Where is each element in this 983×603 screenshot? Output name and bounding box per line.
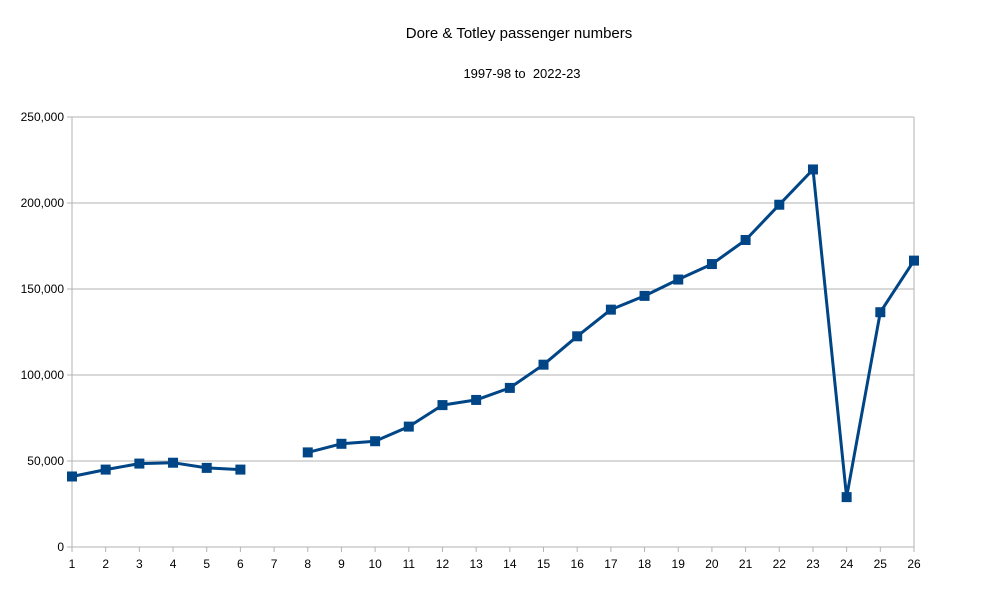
x-tick-label: 3 xyxy=(136,557,143,571)
y-tick-label: 0 xyxy=(57,540,64,554)
data-point-marker xyxy=(403,421,414,432)
x-tick-label: 9 xyxy=(338,557,345,571)
x-tick-label: 1 xyxy=(69,557,76,571)
data-point-marker xyxy=(639,290,650,301)
data-point-marker xyxy=(875,307,886,318)
data-point-marker xyxy=(168,457,179,468)
x-tick-label: 10 xyxy=(368,557,382,571)
data-point-marker xyxy=(774,199,785,210)
x-tick-label: 25 xyxy=(874,557,888,571)
x-tick-label: 18 xyxy=(638,557,652,571)
data-point-marker xyxy=(437,400,448,411)
y-axis-tick-labels: 0 50,000 100,000 150,000 200,000 250,000 xyxy=(21,110,65,554)
y-tick-label: 250,000 xyxy=(21,110,65,124)
data-point-marker xyxy=(807,164,818,175)
data-point-marker xyxy=(370,436,381,447)
x-tick-label: 2 xyxy=(102,557,109,571)
data-point-marker xyxy=(134,458,145,469)
y-tick-label: 100,000 xyxy=(21,368,65,382)
axes xyxy=(67,116,915,552)
x-tick-label: 21 xyxy=(739,557,753,571)
x-tick-label: 19 xyxy=(672,557,686,571)
x-tick-label: 14 xyxy=(503,557,517,571)
x-tick-label: 12 xyxy=(436,557,450,571)
x-tick-label: 5 xyxy=(203,557,210,571)
data-point-marker xyxy=(538,359,549,370)
x-tick-label: 20 xyxy=(705,557,719,571)
x-tick-label: 8 xyxy=(304,557,311,571)
data-point-marker xyxy=(302,447,313,458)
y-tick-label: 50,000 xyxy=(27,454,64,468)
x-tick-label: 11 xyxy=(403,557,416,571)
data-point-marker xyxy=(100,464,111,475)
x-tick-label: 15 xyxy=(537,557,551,571)
data-point-marker xyxy=(841,492,852,503)
series-line xyxy=(307,168,916,499)
x-tick-label: 17 xyxy=(604,557,618,571)
x-tick-label: 7 xyxy=(271,557,278,571)
data-point-marker xyxy=(572,331,583,342)
data-point-marker xyxy=(706,259,717,270)
x-tick-label: 4 xyxy=(170,557,177,571)
x-axis-tick-labels: 1 2 3 4 5 6 7 8 9 10 11 12 13 14 15 16 17 18 19 20 21 22 23 24 2… xyxy=(69,557,921,571)
data-point-marker xyxy=(336,438,347,449)
y-tick-label: 150,000 xyxy=(21,282,65,296)
data-point-marker xyxy=(673,274,684,285)
x-tick-label: 26 xyxy=(907,557,921,571)
data-point-marker xyxy=(67,471,77,482)
x-tick-label: 6 xyxy=(237,557,244,571)
data-point-marker xyxy=(504,382,515,393)
y-tick-label: 200,000 xyxy=(21,196,65,210)
x-tick-label: 13 xyxy=(469,557,483,571)
data-point-marker xyxy=(740,234,751,245)
x-tick-label: 22 xyxy=(773,557,787,571)
data-point-marker xyxy=(235,464,246,475)
data-point-marker xyxy=(471,394,482,405)
series-line xyxy=(71,461,241,478)
series-passenger-numbers xyxy=(67,164,919,503)
x-tick-label: 23 xyxy=(806,557,820,571)
data-point-marker xyxy=(201,462,212,473)
data-point-marker xyxy=(909,255,919,266)
gridlines xyxy=(72,116,914,462)
chart-subtitle: 1997-98 to 2022-23 xyxy=(463,66,580,81)
chart-title: Dore & Totley passenger numbers xyxy=(406,25,633,42)
x-tick-label: 24 xyxy=(840,557,854,571)
x-tick-label: 16 xyxy=(571,557,585,571)
data-point-marker xyxy=(605,304,616,315)
